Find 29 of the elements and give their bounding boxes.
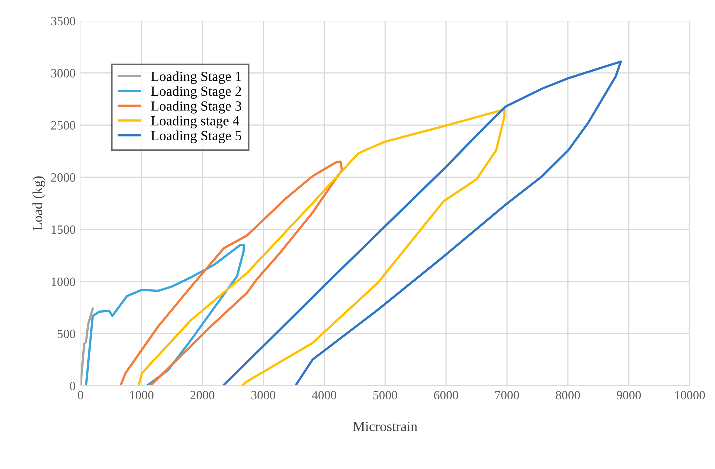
y-tick-label: 2500 xyxy=(51,121,76,130)
line-series xyxy=(85,244,246,386)
line-series xyxy=(120,160,344,386)
y-tick-label: 3500 xyxy=(52,17,76,26)
x-tick-label: 8000 xyxy=(556,391,580,400)
y-tick-label: 2000 xyxy=(51,174,76,182)
y-tick-label: 1500 xyxy=(52,226,76,234)
x-tick-label: 9000 xyxy=(616,391,642,400)
line-series xyxy=(80,308,94,386)
y-tick-label: 3000 xyxy=(52,69,76,78)
x-axis-title: Microstrain xyxy=(353,422,418,432)
y-tick-label: 500 xyxy=(58,330,76,338)
y-tick-label: 1000 xyxy=(52,278,76,286)
legend-label: Loading Stage 3 xyxy=(151,101,242,114)
legend-label: Loading Stage 1 xyxy=(151,72,242,84)
x-tick-label: 4000 xyxy=(312,391,336,400)
legend-label: Loading stage 4 xyxy=(151,116,240,129)
x-tick-label: 6000 xyxy=(434,391,458,400)
x-tick-label: 5000 xyxy=(374,391,398,400)
x-tick-label: 1000 xyxy=(130,391,154,400)
x-tick-label: 2000 xyxy=(190,391,215,400)
y-axis-title: Load (kg) xyxy=(32,176,46,231)
x-tick-label: 10000 xyxy=(675,391,706,400)
x-tick-label: 3000 xyxy=(252,391,276,400)
x-tick-label: 7000 xyxy=(496,391,520,400)
legend-label: Loading Stage 5 xyxy=(151,130,242,144)
y-tick-label: 0 xyxy=(70,382,76,390)
legend-label: Loading Stage 2 xyxy=(151,86,242,100)
x-tick-label: 0 xyxy=(78,391,84,400)
